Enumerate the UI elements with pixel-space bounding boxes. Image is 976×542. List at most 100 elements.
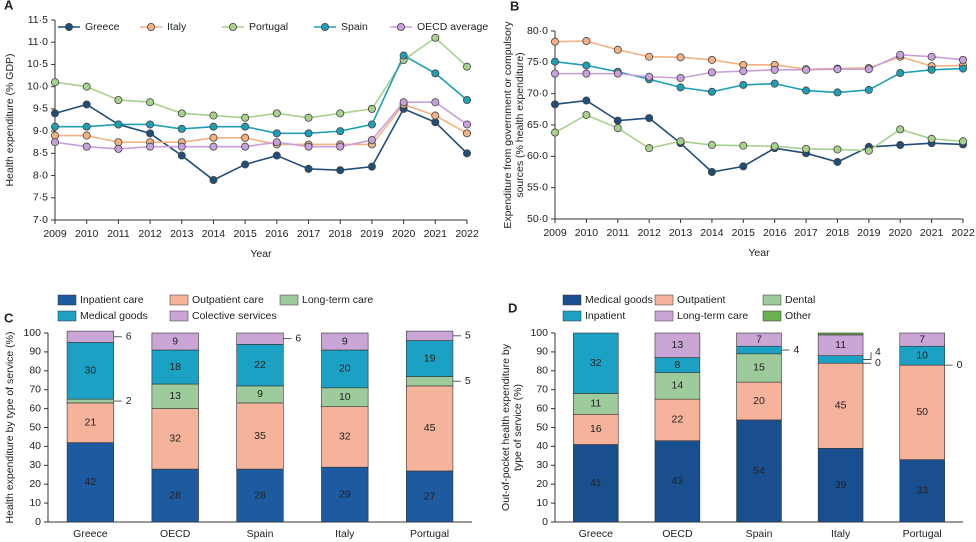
data-point (462, 129, 471, 138)
y-tick-label: 60·0 (527, 150, 548, 162)
legend-swatch (654, 310, 674, 322)
y-axis-title: Out-of-pocket health expenditure by (500, 343, 512, 511)
legend-label: Inpatient care (80, 294, 144, 306)
data-point (367, 135, 376, 144)
bar-segment (321, 332, 369, 351)
x-tick-label: 2012 (138, 228, 162, 240)
data-point (431, 118, 440, 127)
y-tick-label: 50·0 (527, 213, 548, 225)
data-point (367, 104, 376, 113)
data-label: 6 (126, 331, 132, 343)
data-point (304, 113, 313, 122)
bar-segment (321, 406, 369, 468)
data-point (864, 85, 873, 94)
y-tick-label: 80·0 (527, 25, 548, 37)
line-series (554, 40, 964, 71)
data-point (707, 55, 716, 64)
data-point (462, 62, 471, 71)
x-tick-label: Spain (247, 528, 274, 540)
y-tick-label: 30 (536, 459, 548, 471)
x-tick-label: 2018 (826, 227, 850, 239)
bar-segment (899, 332, 945, 347)
data-point (802, 144, 811, 153)
legend-label: Greece (85, 21, 120, 33)
data-point (959, 55, 968, 64)
data-label: 11 (835, 339, 846, 351)
legend-label: OECD average (417, 21, 488, 33)
data-point (613, 45, 622, 54)
x-tick-label: 2019 (360, 228, 384, 240)
data-label: 16 (590, 423, 602, 435)
data-point (770, 79, 779, 88)
data-label: 13 (169, 390, 181, 402)
legend-label: Italy (167, 21, 187, 33)
x-tick-label: 2020 (392, 228, 416, 240)
data-label: 22 (672, 414, 684, 426)
data-label: 2 (126, 395, 132, 407)
data-label: 28 (169, 489, 181, 501)
y-tick-label: 20 (536, 478, 548, 490)
data-label: 10 (916, 349, 928, 361)
x-tick-label: 2013 (669, 227, 693, 239)
data-label: 29 (339, 488, 351, 500)
data-label: 20 (753, 395, 765, 407)
data-point (707, 87, 716, 96)
y-tick-label: 60 (29, 402, 41, 414)
data-point (582, 61, 591, 70)
legend-label: Other (785, 310, 812, 322)
data-point (896, 141, 905, 150)
x-tick-label: 2009 (543, 227, 567, 239)
data-point (51, 109, 60, 118)
y-tick-label: 50 (536, 421, 548, 433)
line-series (55, 54, 468, 135)
bar-segment (654, 440, 701, 523)
data-point (802, 86, 811, 95)
data-point (82, 82, 91, 91)
bar-segment (405, 470, 454, 523)
legend-swatch (57, 310, 77, 322)
data-point (177, 124, 186, 133)
legend-swatch (279, 294, 299, 306)
bar-segment (66, 342, 115, 400)
y-tick-label: 70 (536, 383, 548, 395)
y-axis-title: Health expenditure (% GDP) (4, 53, 16, 186)
data-point (51, 78, 60, 87)
bar-segment (151, 468, 199, 523)
data-point (272, 109, 281, 118)
data-point (551, 37, 560, 46)
data-label: 35 (254, 430, 266, 442)
bar-segment (151, 383, 199, 409)
bar-segment (736, 353, 782, 383)
legend-label: Dental (785, 294, 815, 306)
data-label: 14 (672, 380, 684, 392)
bar-segment (736, 381, 782, 421)
x-tick-label: Portugal (410, 528, 449, 540)
legend-marker (65, 22, 74, 31)
data-label: 7 (756, 333, 762, 345)
x-tick-label: 2014 (700, 227, 724, 239)
bar-segment (321, 349, 369, 389)
data-point (551, 128, 560, 137)
bar-segment (573, 413, 619, 445)
x-tick-label: 2015 (233, 228, 257, 240)
legend-swatch (169, 294, 189, 306)
data-label: 21 (85, 417, 97, 429)
y-axis-title: type of service (%) (512, 384, 524, 471)
x-axis-title: Year (250, 248, 272, 260)
data-point (770, 65, 779, 74)
data-label: 10 (339, 391, 351, 403)
y-tick-label: 100 (530, 327, 548, 339)
data-label: 15 (753, 362, 765, 374)
x-tick-label: 2011 (107, 228, 130, 240)
y-tick-label: 11·5 (28, 14, 48, 26)
y-tick-label: 0 (542, 516, 548, 528)
bar-segment (817, 362, 864, 449)
data-point (582, 96, 591, 105)
legend-label: Medical goods (80, 310, 148, 322)
data-point (272, 138, 281, 147)
legend-label: Long-term care (302, 294, 373, 306)
bar-segment (151, 332, 199, 351)
line-series (554, 99, 964, 173)
x-tick-label: Portugal (903, 528, 942, 540)
data-point (959, 137, 968, 146)
